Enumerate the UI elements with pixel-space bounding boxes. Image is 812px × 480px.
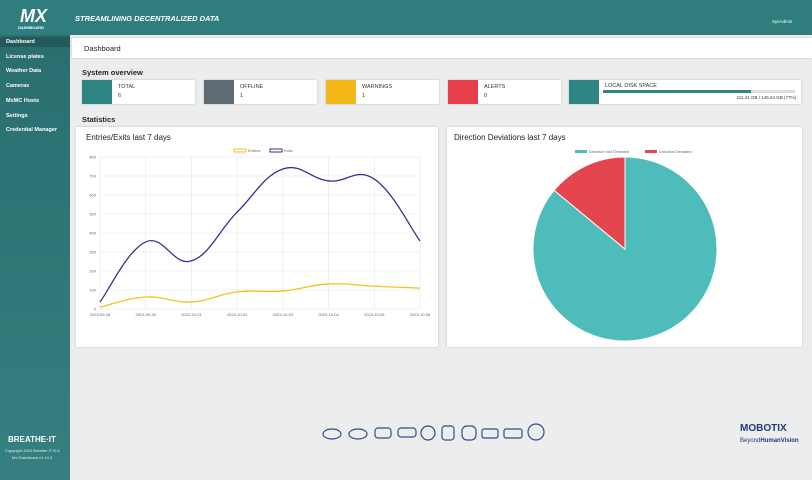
disk-label: LOCAL DISK SPACE [605, 83, 657, 89]
x-tick-label: 2023-09-28 [90, 312, 111, 317]
sidebar: Dashboard License plates Weather Data Ca… [0, 35, 70, 480]
chart-title: Entries/Exits last 7 days [86, 133, 171, 142]
nav-item[interactable]: Dashboard [6, 39, 35, 45]
y-tick-label: 600 [89, 193, 96, 198]
legend-label: Direction Deviated [659, 149, 692, 154]
header: MX DASHBOARD STREAMLINING DECENTRALIZED … [0, 0, 812, 35]
status-card: WARNINGS 1 [326, 80, 439, 104]
x-tick-label: 2023-10-02 [227, 312, 248, 317]
card-value: 6 [118, 93, 122, 99]
y-tick-label: 500 [89, 212, 96, 217]
y-tick-label: 0 [94, 307, 97, 312]
card-label: WARNINGS [362, 84, 393, 90]
line-chart: Entries/Exits last 7 days 0 100 200 300 400 50… [86, 133, 431, 317]
nav-item[interactable]: Credential Manager [6, 127, 58, 133]
y-tick-label: 400 [89, 231, 96, 236]
nav-item[interactable]: License plates [6, 54, 44, 60]
logo: MX [20, 6, 47, 26]
y-tick-label: 200 [89, 269, 96, 274]
footer-brand: MOBOTIX [740, 423, 787, 434]
nav-item[interactable]: Settings [6, 113, 28, 119]
card-value: 1 [240, 93, 244, 99]
nav-item[interactable]: MxMC Hosts [6, 98, 40, 104]
legend-label: Exits [284, 148, 293, 153]
status-card: ALERTS 0 [448, 80, 561, 104]
chart-title: Direction Deviations last 7 days [454, 133, 566, 142]
x-tick-label: 2023-10-06 [410, 312, 431, 317]
card-icon [448, 80, 478, 104]
disk-track [603, 90, 795, 93]
y-tick-label: 700 [89, 174, 96, 179]
legend-swatch [269, 148, 283, 153]
camera-icons [322, 423, 545, 441]
nav-item[interactable]: Weather Data [6, 68, 42, 74]
chart-panel: Direction Deviations last 7 days Directio… [447, 127, 802, 347]
tagline: STREAMLINING DECENTRALIZED DATA [75, 14, 220, 23]
footer-slogan: BeyondHumanVision [740, 438, 799, 444]
card-value: 1 [362, 93, 366, 99]
title-bar: Dashboard [72, 38, 812, 58]
legend-label: Entries [248, 148, 260, 153]
brand: BREATHE·IT [8, 435, 56, 444]
x-tick-label: 2023-10-03 [273, 312, 294, 317]
section-heading: System overview [82, 68, 143, 77]
logo-sub: DASHBOARD [18, 25, 44, 30]
y-tick-label: 100 [89, 288, 96, 293]
pie-slice [532, 156, 718, 342]
x-tick-label: 2023-10-01 [181, 312, 202, 317]
disk-text: 111.41 GB / 145.64 GB (77%) [736, 95, 796, 100]
legend-swatch [575, 150, 587, 153]
x-tick-label: 2023-10-05 [364, 312, 385, 317]
legend-label: Direction Not Deviated [589, 149, 629, 154]
disk-card: LOCAL DISK SPACE 111.41 GB / 145.64 GB (… [569, 80, 801, 104]
card-label: OFFLINE [240, 84, 264, 90]
slogan-b: HumanVision [760, 438, 799, 444]
x-tick-label: 2023-09-30 [135, 312, 156, 317]
section-heading: Statistics [82, 115, 116, 124]
card-icon [82, 80, 112, 104]
page-title: Dashboard [84, 44, 121, 53]
y-tick-label: 300 [89, 250, 96, 255]
status-card: TOTAL 6 [82, 80, 195, 104]
nav-item[interactable]: Cameras [6, 83, 30, 89]
pie-chart: Direction Deviations last 7 days Directio… [454, 133, 718, 342]
chart-panel: Entries/Exits last 7 days 0 100 200 300 400 50… [76, 127, 438, 347]
series-line [99, 166, 421, 303]
x-tick-label: 2023-10-04 [318, 312, 339, 317]
slogan-a: Beyond [740, 438, 761, 444]
card-label: ALERTS [484, 84, 506, 90]
status-card: OFFLINE 1 [204, 80, 317, 104]
card-label: TOTAL [118, 84, 136, 90]
card-icon [326, 80, 356, 104]
series-line [99, 283, 421, 308]
card-value: 0 [484, 93, 488, 99]
legend-swatch [645, 150, 657, 153]
pie-slice [553, 156, 626, 251]
card-icon [204, 80, 234, 104]
legend-swatch [233, 148, 247, 153]
disk-bar [603, 90, 751, 93]
copyright: Copyright 2023 Breathe-IT B.V. [5, 448, 61, 453]
y-tick-label: 800 [89, 155, 96, 160]
version: Mx Dashboard v1.14.2 [12, 455, 53, 460]
user[interactable]: SysAdmin [772, 19, 793, 24]
disk-icon [569, 80, 599, 104]
